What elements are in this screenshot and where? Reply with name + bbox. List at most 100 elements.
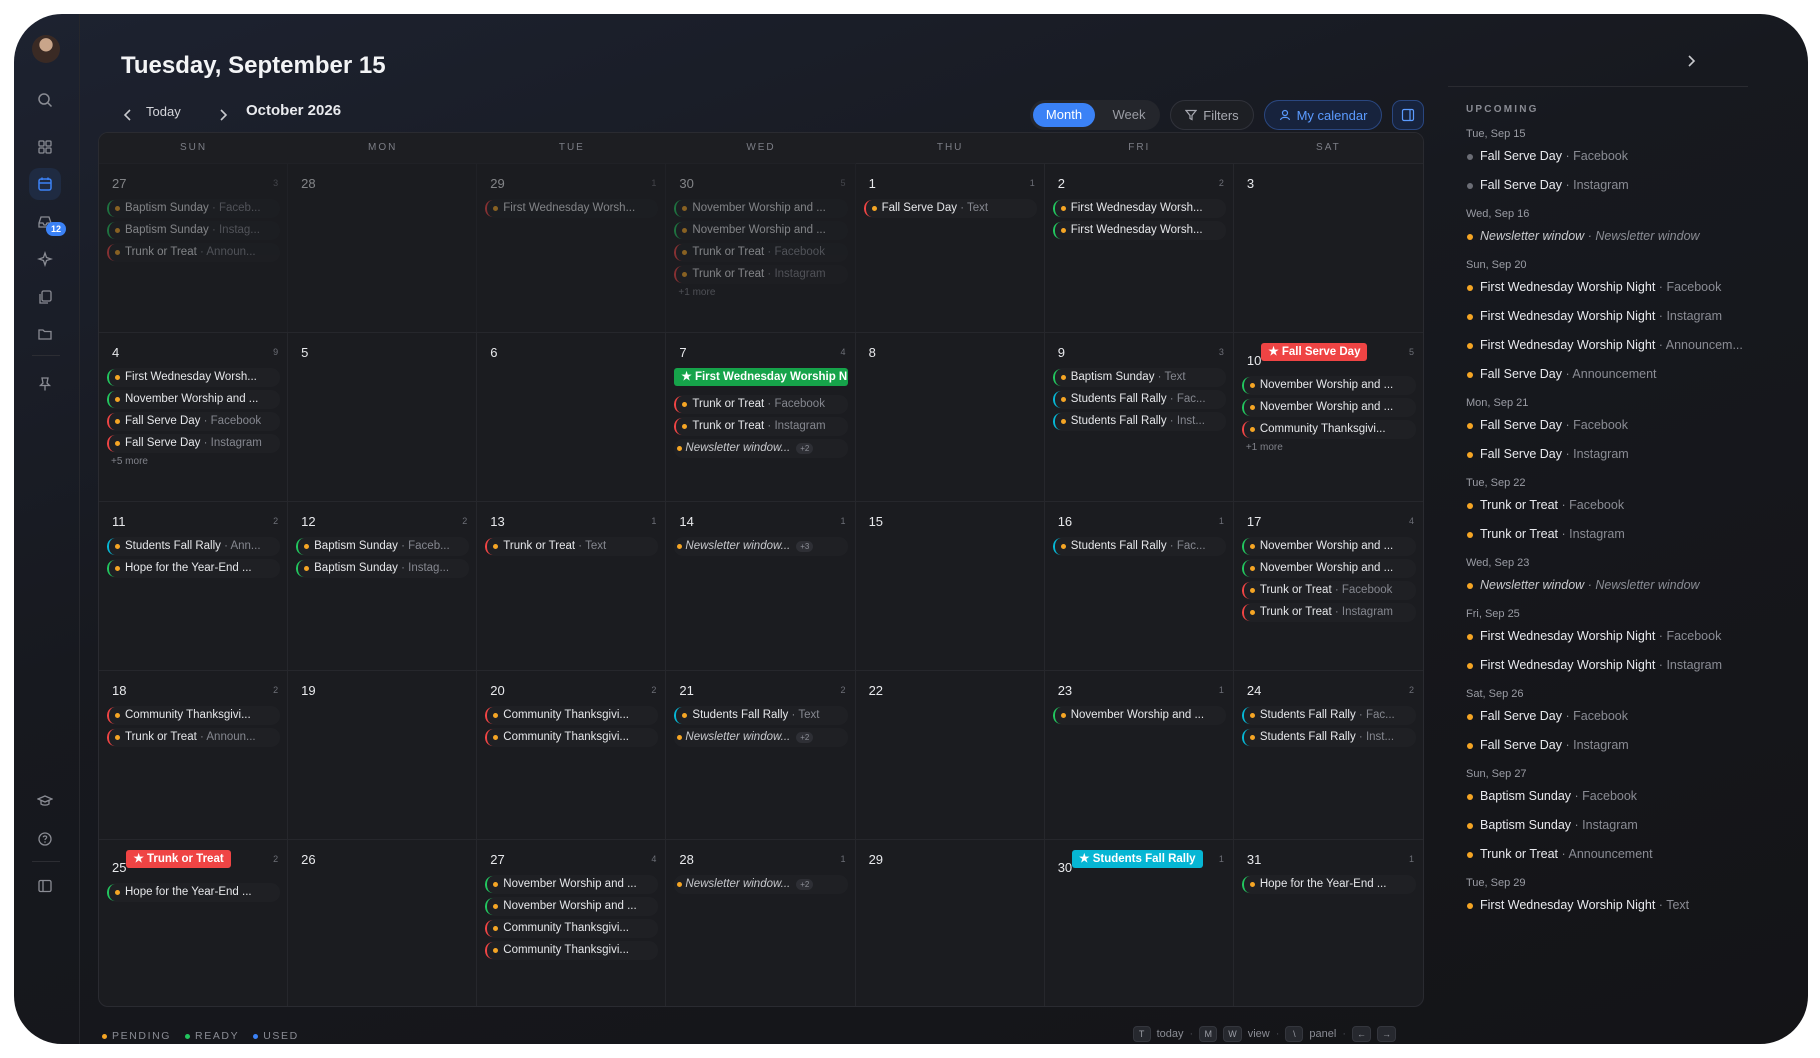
event-chip[interactable]: Baptism Sunday · Faceb... [107,199,281,218]
event-chip[interactable]: Community Thanksgivi... [107,706,281,725]
day-cell[interactable]: 16 1 Students Fall Rally · Fac... [1044,501,1234,670]
event-chip[interactable]: November Worship and ... [107,390,281,409]
event-chip[interactable]: November Worship and ... [674,221,848,240]
event-chip[interactable]: Trunk or Treat · Facebook [1241,581,1416,600]
day-cell[interactable]: 28 [288,163,478,332]
event-chip[interactable]: First Wednesday Worsh... [107,368,281,387]
event-chip[interactable]: Baptism Sunday · Faceb... [296,537,470,556]
upcoming-item[interactable]: First Wednesday Worship Night · Facebook [1466,628,1776,645]
more-events-link[interactable]: +5 more [111,456,148,467]
dashboard-icon[interactable] [29,131,61,163]
day-cell[interactable]: 4 9 First Wednesday Worsh... November Worsh… [99,332,289,501]
event-chip[interactable]: Community Thanksgivi... [485,706,659,725]
day-cell[interactable]: 18 2 Community Thanksgivi... Trunk or Treat… [99,670,289,839]
featured-event-pill[interactable]: ★ Fall Serve Day [1261,343,1368,361]
event-chip[interactable]: November Worship and ... [1052,706,1226,725]
day-cell[interactable]: 19 [288,670,478,839]
featured-event-pill[interactable]: ★ Trunk or Treat [126,850,231,868]
my-calendar-button[interactable]: My calendar [1264,100,1382,130]
event-chip[interactable]: First Wednesday Worsh... [1052,199,1226,218]
event-chip[interactable]: Students Fall Rally · Fac... [1241,706,1416,725]
event-chip[interactable]: Baptism Sunday · Instag... [107,221,281,240]
day-cell[interactable]: 9 3 Baptism Sunday · Text Students Fall Ral… [1044,332,1234,501]
day-cell[interactable]: 28 1 Newsletter window... +2 [666,839,856,1006]
search-icon[interactable] [29,84,61,116]
day-cell[interactable]: 30 1 ★ Students Fall Rally [1044,839,1234,1006]
day-cell[interactable]: 6 [477,332,667,501]
event-chip[interactable]: November Worship and ... [1241,398,1416,417]
event-chip[interactable]: Students Fall Rally · Text [674,706,848,725]
help-icon[interactable] [29,823,61,855]
event-chip[interactable]: Newsletter window... +3 [674,537,848,556]
next-month-button[interactable] [212,104,234,126]
upcoming-item[interactable]: Baptism Sunday · Facebook [1466,788,1776,805]
day-cell[interactable]: 29 1 First Wednesday Worsh... [477,163,667,332]
event-chip[interactable]: Fall Serve Day · Facebook [107,412,281,431]
more-events-link[interactable]: +1 more [1245,442,1283,453]
day-cell[interactable]: 27 3 Baptism Sunday · Faceb... Baptism Sund… [99,163,289,332]
day-cell[interactable]: 3 [1233,163,1423,332]
day-cell[interactable]: 20 2 Community Thanksgivi... Community Than… [477,670,667,839]
day-cell[interactable]: 14 1 Newsletter window... +3 [666,501,856,670]
event-chip[interactable]: Community Thanksgivi... [485,919,659,938]
day-cell[interactable]: 15 [855,501,1045,670]
upcoming-item[interactable]: Newsletter window · Newsletter window [1466,228,1776,245]
event-chip[interactable]: Students Fall Rally · Inst... [1052,412,1226,431]
day-cell[interactable]: 10 5 ★ Fall Serve Day November Worship and … [1233,332,1423,501]
day-cell[interactable]: 12 2 Baptism Sunday · Faceb... Baptism Sund… [288,501,478,670]
event-chip[interactable]: First Wednesday Worsh... [485,199,659,218]
calendar-icon[interactable] [29,168,61,200]
upcoming-item[interactable]: Fall Serve Day · Instagram [1466,737,1776,754]
day-cell[interactable]: 27 4 November Worship and ... November Wors… [477,839,667,1006]
copy-icon[interactable] [29,281,61,313]
upcoming-item[interactable]: Newsletter window · Newsletter window [1466,577,1776,594]
event-chip[interactable]: Community Thanksgivi... [485,941,659,960]
event-chip[interactable]: Newsletter window... +2 [674,728,848,747]
event-chip[interactable]: Trunk or Treat · Instagram [674,265,848,284]
day-cell[interactable]: 25 2 ★ Trunk or Treat Hope for the Year-End… [99,839,289,1006]
upcoming-item[interactable]: Fall Serve Day · Announcement [1466,366,1776,383]
event-chip[interactable]: Trunk or Treat · Instagram [1241,603,1416,622]
upcoming-item[interactable]: Fall Serve Day · Instagram [1466,177,1776,194]
day-cell[interactable]: 31 1 Hope for the Year-End ... [1233,839,1423,1006]
event-chip[interactable]: Fall Serve Day · Text [863,199,1037,218]
day-cell[interactable]: 26 [288,839,478,1006]
upcoming-item[interactable]: Fall Serve Day · Facebook [1466,417,1776,434]
event-chip[interactable]: Newsletter window... +2 [674,875,848,894]
event-chip[interactable]: Trunk or Treat · Instagram [674,417,848,436]
collapse-panel-icon[interactable] [1686,54,1696,72]
event-chip[interactable]: November Worship and ... [1241,559,1416,578]
event-chip[interactable]: Newsletter window... +2 [674,439,848,458]
sparkle-icon[interactable] [29,243,61,275]
upcoming-item[interactable]: First Wednesday Worship Night · Text [1466,897,1776,914]
upcoming-item[interactable]: Trunk or Treat · Announcement [1466,846,1776,863]
event-chip[interactable]: Students Fall Rally · Fac... [1052,390,1226,409]
sidebar-toggle-icon[interactable] [29,870,61,902]
event-chip[interactable]: Students Fall Rally · Inst... [1241,728,1416,747]
day-cell[interactable]: 21 2 Students Fall Rally · Text Newsletter … [666,670,856,839]
folder-icon[interactable] [29,318,61,350]
day-cell[interactable]: 29 [855,839,1045,1006]
filters-button[interactable]: Filters [1170,100,1254,130]
featured-event-pill[interactable]: ★ First Wednesday Worship N [674,368,848,386]
event-chip[interactable]: Trunk or Treat · Facebook [674,395,848,414]
day-cell[interactable]: 24 2 Students Fall Rally · Fac... Students … [1233,670,1423,839]
event-chip[interactable]: Students Fall Rally · Ann... [107,537,281,556]
upcoming-item[interactable]: First Wednesday Worship Night · Facebook [1466,279,1776,296]
upcoming-item[interactable]: Fall Serve Day · Instagram [1466,446,1776,463]
event-chip[interactable]: Community Thanksgivi... [485,728,659,747]
event-chip[interactable]: Baptism Sunday · Instag... [296,559,470,578]
event-chip[interactable]: November Worship and ... [485,875,659,894]
event-chip[interactable]: Baptism Sunday · Text [1052,368,1226,387]
upcoming-item[interactable]: Fall Serve Day · Facebook [1466,148,1776,165]
event-chip[interactable]: November Worship and ... [1241,376,1416,395]
event-chip[interactable]: Hope for the Year-End ... [107,883,281,902]
day-cell[interactable]: 1 1 Fall Serve Day · Text [855,163,1045,332]
event-chip[interactable]: November Worship and ... [674,199,848,218]
month-view-button[interactable]: Month [1033,103,1095,127]
day-cell[interactable]: 2 2 First Wednesday Worsh... First Wednesda… [1044,163,1234,332]
more-events-link[interactable]: +1 more [678,287,716,298]
event-chip[interactable]: Trunk or Treat · Announ... [107,728,281,747]
upcoming-item[interactable]: Fall Serve Day · Facebook [1466,708,1776,725]
day-cell[interactable]: 13 1 Trunk or Treat · Text [477,501,667,670]
